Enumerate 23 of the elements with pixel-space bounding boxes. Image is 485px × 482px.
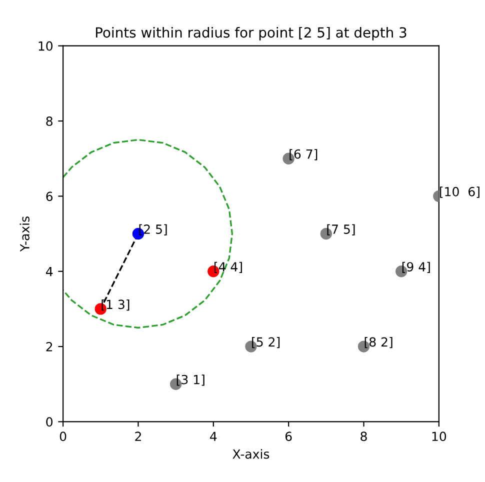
chart-title: Points within radius for point [2 5] at depth 3 (96, 26, 406, 40)
x-tick-label: 6 (285, 432, 292, 442)
annotation: [9 4] (402, 262, 430, 274)
y-tick-label: 0 (46, 417, 52, 427)
x-tick-label: 10 (432, 432, 446, 442)
annotation: [7 5] (327, 224, 355, 236)
annotation: [6 7] (290, 149, 318, 160)
y-axis-title: Y-axis (20, 216, 30, 252)
annotation: [8 2] (364, 337, 392, 348)
annotation: [3 1] (176, 374, 204, 386)
y-tick-label: 8 (46, 116, 52, 126)
y-tick-label: 10 (38, 41, 52, 51)
x-tick-label: 4 (210, 432, 217, 441)
annotation: [10 6] (440, 186, 480, 198)
y-tick-label: 2 (46, 342, 52, 352)
annotation: [1 3] (102, 299, 130, 311)
y-tick-label: 4 (46, 266, 53, 276)
y-tick-label: 6 (46, 192, 53, 202)
x-tick-label: 8 (360, 432, 367, 442)
x-tick-label: 0 (60, 432, 66, 442)
x-axis-title: X-axis (232, 449, 270, 459)
annotation: [5 2] (252, 337, 280, 348)
x-tick-label: 2 (135, 432, 141, 441)
